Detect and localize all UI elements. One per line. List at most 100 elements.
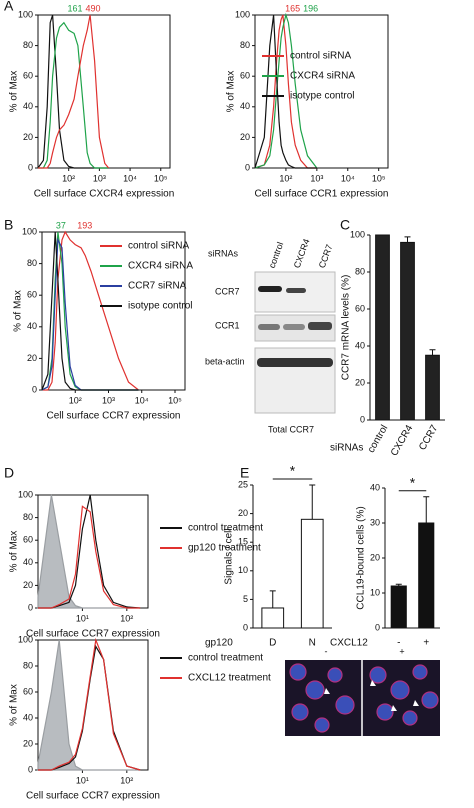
bar [418, 522, 435, 629]
y-tick-label: 0 [245, 162, 250, 172]
group-label: siRNAs [330, 443, 363, 454]
band [257, 358, 333, 367]
histogram-curve [37, 494, 141, 609]
y-tick-label: 40 [27, 321, 37, 331]
histogram-curve [37, 639, 141, 771]
y-tick-label: 0 [28, 602, 33, 612]
y-tick-label: 100 [18, 634, 33, 644]
y-tick-label: 40 [355, 340, 365, 350]
y-tick-label: 0 [28, 764, 33, 774]
histogram-curve [38, 21, 109, 169]
blot-strip [254, 347, 336, 414]
legend-label: control treatment [188, 653, 263, 664]
y-tick-label: 30 [370, 517, 380, 527]
x-tick-label: 10⁴ [341, 173, 355, 183]
band [258, 324, 280, 330]
micrograph-label: + [399, 646, 404, 656]
y-axis-label: % of Max [9, 531, 20, 573]
blot-group-label: siRNAs [208, 248, 239, 258]
blot-row-label: CCR7 [215, 286, 240, 296]
x-tick-label: 10³ [102, 395, 115, 405]
x-axis-label: Cell surface CCR1 expression [255, 189, 389, 200]
annotation: 161 [68, 3, 83, 13]
y-tick-label: 60 [240, 71, 250, 81]
error-bar [309, 484, 316, 520]
histogram-curve [41, 231, 139, 391]
y-tick-label: 20 [23, 132, 33, 142]
y-axis-label: CCL19-bound cells (%) [356, 506, 367, 609]
error-bar [429, 349, 436, 356]
histogram-curve [38, 637, 141, 771]
annotation: 193 [77, 220, 92, 230]
y-tick-label: 40 [240, 101, 250, 111]
significance-label: * [410, 474, 416, 490]
legend-label: isotype control [128, 301, 192, 312]
x-tick-label: 10¹ [76, 775, 89, 785]
x-tick-label: 10² [120, 775, 133, 785]
y-tick-label: 20 [238, 508, 248, 518]
band [286, 288, 306, 293]
legend-label: control siRNA [290, 51, 351, 62]
plot-frame [254, 14, 389, 169]
y-axis-label: % of Max [226, 71, 237, 113]
y-tick-label: 80 [355, 266, 365, 276]
y-tick-label: 40 [23, 712, 33, 722]
y-tick-label: 20 [240, 132, 250, 142]
x-tick-label: 10⁴ [135, 395, 149, 405]
panel-letter: D [4, 465, 14, 481]
y-tick-label: 80 [27, 258, 37, 268]
x-tick-label: 10² [62, 173, 75, 183]
x-tick-label: D [269, 638, 276, 649]
panel-letter: B [4, 217, 13, 233]
y-tick-label: 0 [360, 414, 365, 424]
y-tick-label: 10 [370, 587, 380, 597]
y-tick-label: 0 [32, 384, 37, 394]
x-tick-label: CXCR4 [389, 423, 416, 458]
histogram-curve [38, 494, 141, 609]
error-bar [404, 236, 411, 243]
histogram-curve [254, 12, 318, 169]
y-tick-label: 0 [375, 622, 380, 632]
band [258, 286, 282, 292]
y-tick-label: 20 [27, 353, 37, 363]
x-tick-label: 10⁵ [168, 395, 182, 405]
y-tick-label: 40 [23, 101, 33, 111]
y-tick-label: 20 [370, 552, 380, 562]
y-tick-label: 60 [27, 290, 37, 300]
x-tick-label: 10² [279, 173, 292, 183]
x-tick-label: 10⁵ [154, 173, 168, 183]
x-tick-label: CCR7 [417, 423, 440, 452]
histogram-curve [38, 14, 110, 169]
y-axis-label: % of Max [9, 684, 20, 726]
x-tick-label: + [423, 638, 429, 649]
y-tick-label: 100 [18, 489, 33, 499]
group-label: CXCL12 [330, 638, 368, 649]
y-tick-label: 40 [370, 482, 380, 492]
annotation: 165 [285, 3, 300, 13]
panel-letter: E [240, 465, 249, 481]
bar [390, 585, 407, 629]
y-axis-label: CCR7 mRNA levels (%) [341, 275, 352, 381]
error-bar [395, 583, 402, 586]
y-tick-label: 100 [22, 226, 37, 236]
legend-label: isotype control [290, 91, 354, 102]
blot-row-label: CCR1 [215, 320, 240, 330]
x-tick-label: 10⁴ [123, 173, 137, 183]
x-tick-label: - [397, 638, 400, 649]
y-tick-label: 100 [235, 9, 250, 19]
y-tick-label: 0 [28, 162, 33, 172]
y-tick-label: 80 [23, 660, 33, 670]
x-tick-label: 10³ [93, 173, 106, 183]
histogram-curve [254, 14, 317, 169]
blot-column-label: CCR7 [317, 243, 335, 269]
y-tick-label: 60 [23, 71, 33, 81]
y-axis-label: Signals / cell [224, 528, 235, 584]
bar [425, 354, 440, 421]
x-axis-label: Cell surface CCR7 expression [47, 411, 181, 422]
x-tick-label: 10¹ [76, 613, 89, 623]
annotation: 196 [303, 3, 318, 13]
panel-letter: A [4, 0, 14, 14]
legend-label: control treatment [188, 523, 263, 534]
band [283, 324, 305, 330]
